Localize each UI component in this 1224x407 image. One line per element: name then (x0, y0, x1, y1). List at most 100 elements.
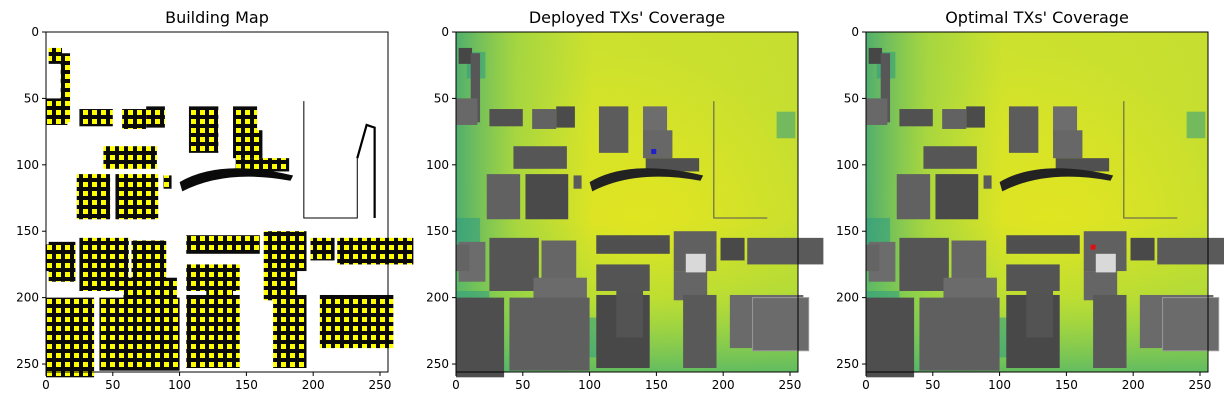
y-tick-label: 200 (836, 291, 859, 305)
chart-title: Building Map (165, 8, 269, 27)
x-tick-label: 150 (645, 378, 668, 392)
y-tick-label: 0 (441, 25, 449, 39)
x-tick-label: 150 (1055, 378, 1078, 392)
y-tick-label: 50 (434, 91, 449, 105)
building-footprint (866, 244, 880, 272)
optimal-coverage-panel: Optimal TXs' Coverage 0 50 100 150 200 250 0 5… (836, 8, 1224, 392)
building-footprint (1162, 297, 1220, 352)
building-footprint (146, 106, 165, 128)
building-footprint (596, 235, 670, 254)
road-outline (999, 168, 1114, 192)
plot-area (455, 31, 824, 378)
building-footprint (186, 235, 260, 254)
building-footprint (1008, 106, 1039, 153)
building-footprint (509, 297, 590, 371)
building-footprint (1093, 294, 1127, 369)
building-footprint (896, 174, 931, 220)
x-tick-label: 250 (1189, 378, 1212, 392)
building-footprint (310, 237, 335, 261)
y-tick-label: 100 (16, 158, 39, 172)
building-footprint (46, 98, 68, 125)
building-footprint (868, 47, 883, 64)
building-footprint (1053, 130, 1083, 159)
building-footprint (206, 290, 234, 338)
building-footprint (60, 53, 71, 123)
building-footprint (541, 240, 577, 281)
building-footprint (1095, 253, 1116, 273)
x-tick-label: 50 (105, 378, 120, 392)
y-tick-label: 50 (24, 91, 39, 105)
x-tick-label: 100 (988, 378, 1011, 392)
building-footprint (1006, 235, 1080, 254)
y-axis-ticks: 0 50 100 150 200 250 (426, 25, 456, 371)
road-outline (303, 101, 358, 219)
building-footprint (131, 240, 167, 281)
x-tick-label: 50 (515, 378, 530, 392)
y-tick-label: 150 (426, 224, 449, 238)
building-footprint (99, 297, 180, 371)
x-tick-label: 150 (235, 378, 258, 392)
building-footprint (720, 237, 745, 261)
building-footprint (48, 47, 63, 64)
building-footprint (79, 109, 113, 127)
x-tick-label: 250 (779, 378, 802, 392)
building-footprint (532, 109, 557, 129)
building-footprint (1157, 237, 1224, 265)
x-tick-label: 250 (369, 378, 392, 392)
y-tick-label: 0 (31, 25, 39, 39)
building-footprint (456, 244, 470, 272)
building-footprint (752, 297, 810, 352)
road-outline (1123, 101, 1178, 219)
building-footprint (556, 106, 575, 128)
building-footprint (683, 294, 717, 369)
building-footprint (1026, 290, 1054, 338)
building-footprint (273, 294, 307, 369)
y-tick-label: 100 (836, 158, 859, 172)
building-footprint (951, 240, 987, 281)
building-footprint (966, 106, 985, 128)
tx-marker (651, 149, 657, 155)
building-footprint (458, 47, 473, 64)
y-tick-label: 150 (16, 224, 39, 238)
building-footprint (923, 146, 977, 169)
y-tick-label: 150 (836, 224, 859, 238)
x-tick-label: 200 (712, 378, 735, 392)
building-footprint (935, 174, 979, 220)
building-footprint (486, 174, 521, 220)
building-footprint (525, 174, 569, 220)
building-footprint (747, 237, 824, 265)
x-tick-label: 0 (42, 378, 50, 392)
x-tick-label: 50 (925, 378, 940, 392)
plot-area (865, 31, 1224, 378)
building-footprint (899, 109, 933, 127)
plot-frame (455, 31, 799, 373)
x-tick-label: 200 (1122, 378, 1145, 392)
deployed-coverage-panel: Deployed TXs' Coverage 0 50 100 150 200 250 0… (426, 8, 824, 392)
building-footprint (76, 174, 111, 220)
plot-area (45, 31, 414, 378)
x-tick-label: 100 (578, 378, 601, 392)
building-footprint (513, 146, 567, 169)
road-outline (179, 168, 294, 192)
building-footprint (643, 130, 673, 159)
road-outline (713, 101, 768, 219)
y-tick-label: 250 (426, 357, 449, 371)
chart-title: Deployed TXs' Coverage (529, 8, 725, 27)
building-footprint (616, 290, 644, 338)
x-tick-label: 100 (168, 378, 191, 392)
building-footprint (337, 237, 414, 265)
low-signal-patch (1186, 111, 1206, 139)
building-footprint (319, 294, 394, 349)
chart-title: Optimal TXs' Coverage (945, 8, 1129, 27)
building-footprint (470, 53, 481, 123)
building-footprint (186, 264, 240, 291)
building-footprint (598, 106, 629, 153)
building-footprint (942, 109, 967, 129)
x-axis-ticks: 0 50 100 150 200 250 (452, 372, 801, 392)
y-tick-label: 100 (426, 158, 449, 172)
building-map-panel: Building Map 0 50 100 150 200 250 0 50 100 150 20… (16, 8, 414, 392)
x-tick-label: 0 (452, 378, 460, 392)
building-footprint (163, 175, 172, 189)
plot-frame (45, 31, 389, 373)
